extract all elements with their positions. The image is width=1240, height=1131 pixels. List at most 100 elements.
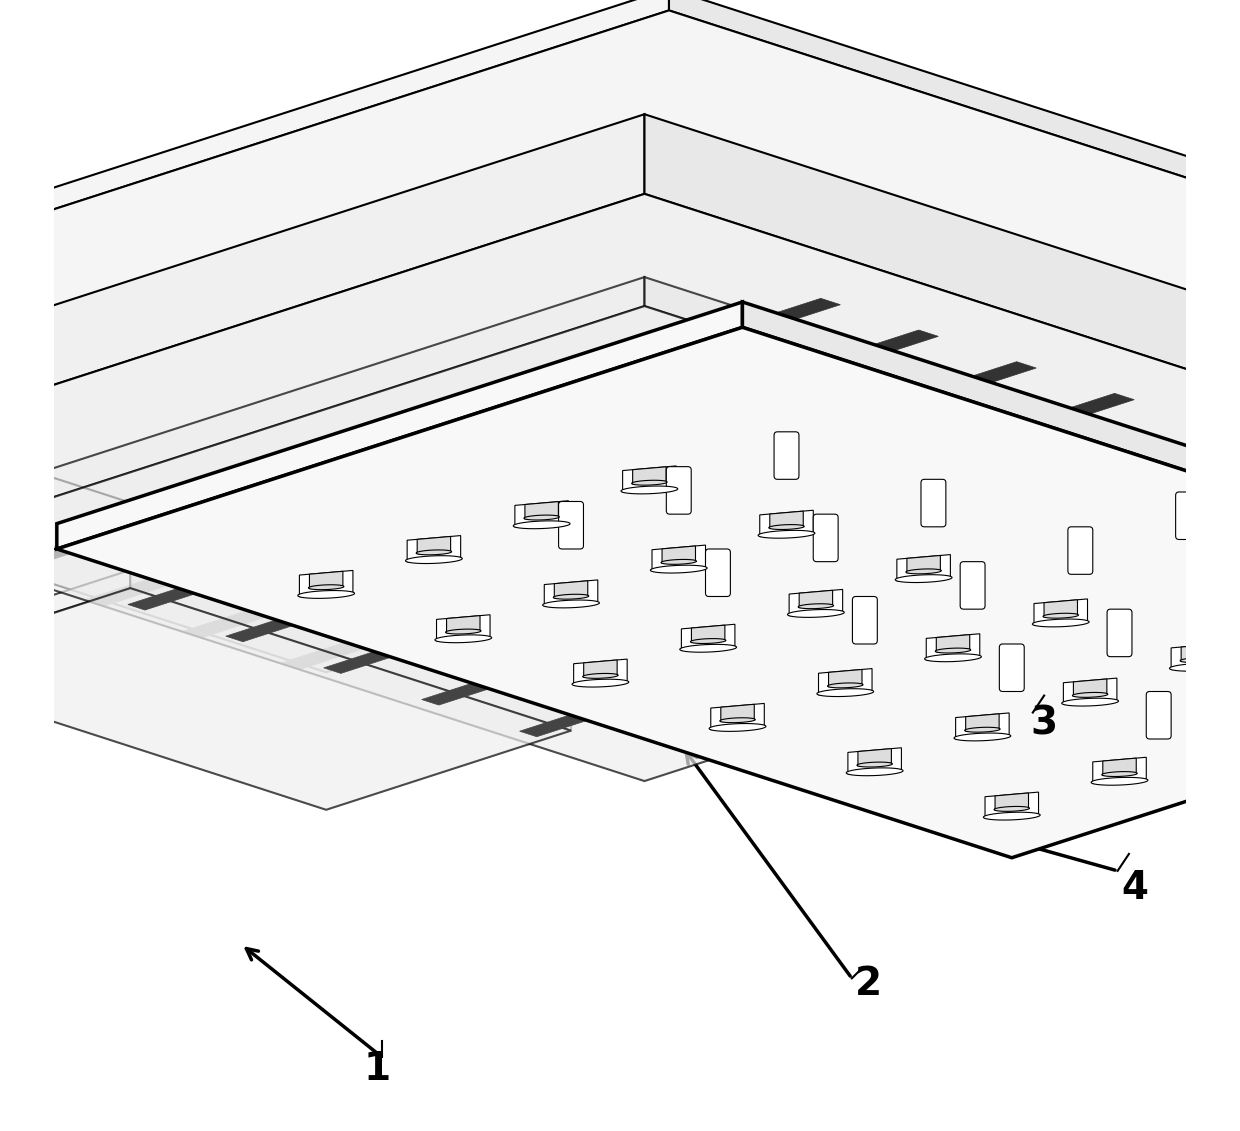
Polygon shape — [711, 703, 764, 729]
Text: 3: 3 — [1030, 705, 1058, 743]
Text: 4: 4 — [1121, 869, 1148, 907]
Polygon shape — [367, 459, 481, 475]
Polygon shape — [661, 602, 775, 618]
Polygon shape — [446, 615, 480, 633]
Polygon shape — [1200, 723, 1240, 749]
Polygon shape — [857, 762, 893, 767]
Polygon shape — [983, 812, 1040, 820]
Polygon shape — [858, 749, 892, 766]
Polygon shape — [827, 683, 863, 688]
Polygon shape — [808, 507, 921, 523]
Polygon shape — [87, 330, 939, 605]
Polygon shape — [1043, 613, 1079, 619]
Polygon shape — [925, 654, 981, 662]
Polygon shape — [665, 513, 771, 567]
Polygon shape — [1199, 743, 1240, 750]
Polygon shape — [1101, 771, 1137, 777]
FancyBboxPatch shape — [774, 432, 799, 480]
Polygon shape — [523, 515, 559, 520]
Polygon shape — [959, 466, 1065, 519]
Polygon shape — [954, 733, 1011, 741]
FancyBboxPatch shape — [852, 596, 878, 644]
Polygon shape — [848, 748, 901, 774]
Polygon shape — [310, 571, 343, 588]
Polygon shape — [1182, 645, 1215, 662]
FancyBboxPatch shape — [706, 549, 730, 596]
Polygon shape — [789, 589, 843, 615]
Polygon shape — [935, 648, 971, 653]
FancyBboxPatch shape — [921, 480, 946, 527]
Polygon shape — [57, 327, 1240, 857]
Polygon shape — [445, 629, 481, 634]
Polygon shape — [298, 590, 355, 598]
Polygon shape — [1074, 679, 1107, 697]
Polygon shape — [668, 0, 1240, 359]
Polygon shape — [517, 466, 625, 519]
Polygon shape — [652, 545, 706, 571]
Polygon shape — [994, 806, 1029, 811]
Polygon shape — [906, 569, 941, 573]
Polygon shape — [1064, 679, 1117, 705]
FancyBboxPatch shape — [999, 644, 1024, 691]
Polygon shape — [956, 713, 1009, 740]
Polygon shape — [57, 302, 743, 549]
Polygon shape — [436, 615, 490, 641]
FancyBboxPatch shape — [666, 467, 691, 515]
Polygon shape — [422, 475, 1135, 705]
Polygon shape — [966, 714, 999, 731]
FancyBboxPatch shape — [1068, 527, 1092, 575]
Polygon shape — [324, 443, 1037, 673]
Polygon shape — [1032, 619, 1089, 627]
Polygon shape — [808, 554, 921, 570]
Polygon shape — [185, 362, 1037, 637]
Polygon shape — [994, 793, 1028, 810]
Polygon shape — [680, 645, 737, 653]
Polygon shape — [1102, 758, 1136, 776]
Polygon shape — [554, 581, 588, 598]
Polygon shape — [513, 521, 570, 528]
Polygon shape — [926, 633, 980, 661]
Polygon shape — [544, 580, 598, 606]
Polygon shape — [1210, 724, 1240, 741]
Polygon shape — [645, 277, 1240, 544]
Polygon shape — [309, 585, 343, 589]
Polygon shape — [895, 575, 952, 582]
Polygon shape — [572, 680, 629, 687]
Polygon shape — [709, 724, 766, 732]
Polygon shape — [758, 530, 815, 538]
Polygon shape — [0, 0, 668, 359]
Polygon shape — [662, 546, 696, 563]
Polygon shape — [1044, 599, 1078, 618]
Polygon shape — [0, 407, 130, 529]
Polygon shape — [226, 412, 939, 641]
Polygon shape — [543, 601, 599, 607]
Polygon shape — [621, 486, 678, 494]
Polygon shape — [405, 555, 463, 563]
FancyBboxPatch shape — [813, 515, 838, 562]
Polygon shape — [936, 634, 970, 651]
Polygon shape — [0, 307, 1240, 782]
Polygon shape — [985, 792, 1039, 819]
Polygon shape — [0, 588, 572, 810]
Polygon shape — [645, 114, 1240, 431]
Polygon shape — [525, 502, 558, 519]
Polygon shape — [515, 501, 568, 527]
Polygon shape — [0, 114, 645, 431]
Polygon shape — [1171, 644, 1225, 670]
Polygon shape — [760, 510, 813, 536]
Polygon shape — [770, 511, 804, 528]
Polygon shape — [622, 466, 676, 492]
Polygon shape — [955, 507, 1069, 523]
Polygon shape — [769, 525, 805, 529]
Polygon shape — [743, 302, 1240, 636]
Text: 2: 2 — [856, 965, 883, 1003]
Polygon shape — [520, 507, 1233, 736]
Polygon shape — [515, 507, 627, 523]
Polygon shape — [0, 193, 1240, 668]
Polygon shape — [130, 570, 572, 731]
Polygon shape — [906, 555, 940, 572]
Polygon shape — [435, 634, 492, 642]
Polygon shape — [846, 768, 903, 776]
Polygon shape — [515, 412, 627, 428]
Polygon shape — [584, 661, 618, 677]
